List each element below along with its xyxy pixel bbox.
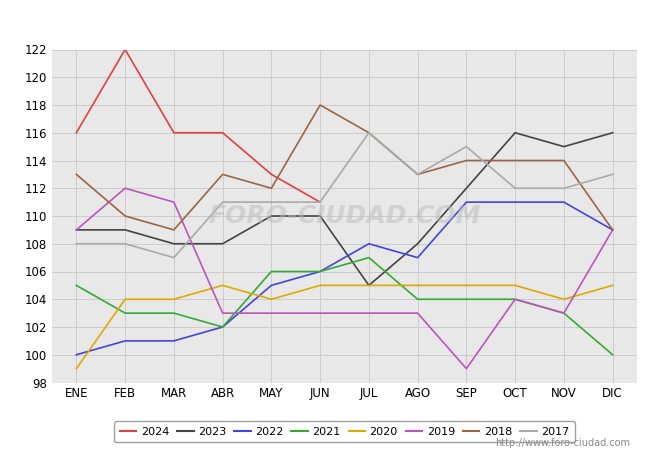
Text: FORO-CIUDAD.COM: FORO-CIUDAD.COM <box>208 204 481 228</box>
Text: Afiliados en Pinós a 31/5/2024: Afiliados en Pinós a 31/5/2024 <box>188 11 462 29</box>
Legend: 2024, 2023, 2022, 2021, 2020, 2019, 2018, 2017: 2024, 2023, 2022, 2021, 2020, 2019, 2018… <box>114 421 575 442</box>
Text: http://www.foro-ciudad.com: http://www.foro-ciudad.com <box>495 438 630 448</box>
